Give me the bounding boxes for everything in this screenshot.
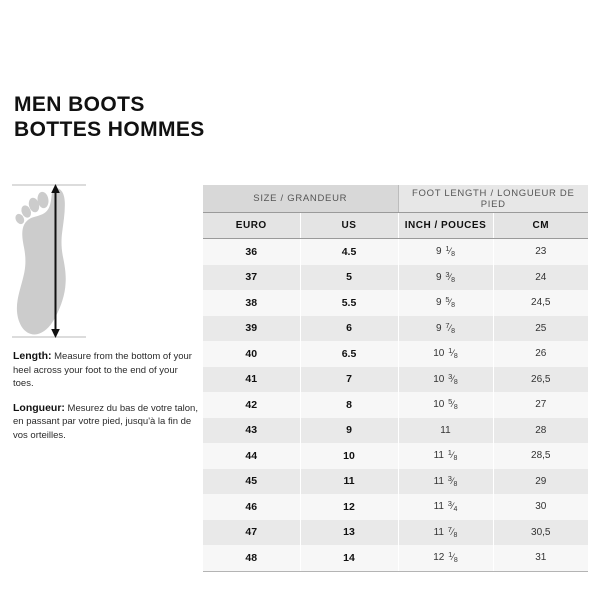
cell-cm: 27: [493, 392, 589, 418]
cell-us: 9: [300, 417, 399, 443]
instruction-label-en: Length:: [13, 350, 52, 362]
length-measure-arrow: [51, 184, 60, 338]
cell-us: 5.5: [300, 290, 399, 316]
cell-euro: 47: [203, 519, 301, 545]
cell-us: 6: [300, 315, 399, 341]
table-row: 36 4.5 9 1⁄8 23: [203, 238, 589, 265]
cell-inch: 9 1⁄8: [398, 238, 494, 265]
cell-euro: 44: [203, 443, 301, 469]
size-chart-table-body: 36 4.5 9 1⁄8 23 37 5 9 3⁄8 24 38 5.5 9 5⁄8 24,5 39 6 9…: [203, 238, 589, 572]
cell-inch: 11 3⁄8: [398, 468, 494, 494]
instruction-label-fr: Longueur:: [13, 401, 65, 414]
title-line-fr: BOTTES HOMMES: [14, 118, 205, 141]
column-header-cm: CM: [493, 212, 589, 239]
table-row: 37 5 9 3⁄8 24: [203, 264, 589, 290]
cell-cm: 31: [493, 545, 589, 572]
cell-cm: 28: [493, 417, 589, 443]
table-row: 44 10 11 1⁄8 28,5: [203, 443, 589, 469]
cell-us: 5: [300, 264, 399, 290]
group-header-foot-length: FOOT LENGTH / LONGUEUR DE PIED: [397, 185, 589, 213]
cell-inch: 10 1⁄8: [398, 341, 494, 367]
group-header-size: SIZE / GRANDEUR: [203, 185, 398, 213]
cell-inch: 11 3⁄4: [398, 494, 494, 520]
cell-inch: 11 1⁄8: [398, 443, 494, 469]
cell-euro: 41: [203, 366, 301, 392]
cell-cm: 29: [493, 468, 589, 494]
table-row: 48 14 12 1⁄8 31: [203, 545, 589, 572]
cell-euro: 42: [203, 392, 301, 418]
cell-us: 13: [300, 519, 399, 545]
column-header-inch: INCH / POUCES: [398, 212, 494, 239]
cell-euro: 43: [203, 417, 301, 443]
cell-euro: 48: [203, 545, 301, 572]
cell-us: 10: [300, 443, 399, 469]
cell-inch: 11 7⁄8: [398, 519, 494, 545]
table-group-header-row: SIZE / GRANDEUR FOOT LENGTH / LONGUEUR D…: [203, 185, 589, 213]
cell-inch: 11: [398, 417, 494, 443]
size-chart-table-wrapper: SIZE / GRANDEUR FOOT LENGTH / LONGUEUR D…: [203, 185, 589, 572]
foot-measurement-diagram: [8, 178, 198, 348]
cell-us: 14: [300, 545, 399, 572]
cell-euro: 39: [203, 315, 301, 341]
measurement-instructions: Length: Measure from the bottom of your …: [13, 350, 198, 442]
table-row: 47 13 11 7⁄8 30,5: [203, 519, 589, 545]
cell-us: 7: [300, 366, 399, 392]
size-chart-table: SIZE / GRANDEUR FOOT LENGTH / LONGUEUR D…: [203, 185, 589, 572]
cell-cm: 25: [493, 315, 589, 341]
cell-us: 8: [300, 392, 399, 418]
cell-inch: 9 3⁄8: [398, 264, 494, 290]
cell-cm: 26: [493, 341, 589, 367]
cell-inch: 10 3⁄8: [398, 366, 494, 392]
page-title: MEN BOOTS BOTTES HOMMES: [14, 92, 205, 142]
cell-us: 4.5: [300, 238, 399, 265]
cell-cm: 23: [493, 238, 589, 265]
table-row: 42 8 10 5⁄8 27: [203, 392, 589, 418]
cell-inch: 9 7⁄8: [398, 315, 494, 341]
cell-euro: 38: [203, 290, 301, 316]
cell-cm: 24,5: [493, 290, 589, 316]
cell-euro: 36: [203, 238, 301, 265]
cell-inch: 12 1⁄8: [398, 545, 494, 572]
column-header-euro: EURO: [203, 212, 301, 239]
table-row: 43 9 11 28: [203, 417, 589, 443]
cell-cm: 24: [493, 264, 589, 290]
instruction-text-en: Measure from the bottom of your heel acr…: [13, 351, 192, 389]
cell-us: 6.5: [300, 341, 399, 367]
table-row: 41 7 10 3⁄8 26,5: [203, 366, 589, 392]
table-row: 39 6 9 7⁄8 25: [203, 315, 589, 341]
table-row: 40 6.5 10 1⁄8 26: [203, 341, 589, 367]
instruction-text-fr: Mesurez du bas de votre talon, en passan…: [13, 402, 198, 441]
cell-cm: 28,5: [493, 443, 589, 469]
table-row: 38 5.5 9 5⁄8 24,5: [203, 290, 589, 316]
cell-us: 11: [300, 468, 399, 494]
cell-cm: 30,5: [493, 519, 589, 545]
column-header-us: US: [300, 212, 399, 239]
cell-euro: 37: [203, 264, 301, 290]
cell-euro: 45: [203, 468, 301, 494]
table-column-header-row: EURO US INCH / POUCES CM: [203, 212, 589, 239]
cell-euro: 46: [203, 494, 301, 520]
cell-cm: 26,5: [493, 366, 589, 392]
table-row: 46 12 11 3⁄4 30: [203, 494, 589, 520]
instruction-length-en: Length: Measure from the bottom of your …: [13, 350, 198, 391]
table-row: 45 11 11 3⁄8 29: [203, 468, 589, 494]
footprint-shape: [15, 188, 66, 335]
cell-inch: 10 5⁄8: [398, 392, 494, 418]
cell-us: 12: [300, 494, 399, 520]
cell-euro: 40: [203, 341, 301, 367]
instruction-length-fr: Longueur: Mesurez du bas de votre talon,…: [13, 402, 198, 443]
cell-inch: 9 5⁄8: [398, 290, 494, 316]
title-line-en: MEN BOOTS: [14, 93, 145, 116]
cell-cm: 30: [493, 494, 589, 520]
